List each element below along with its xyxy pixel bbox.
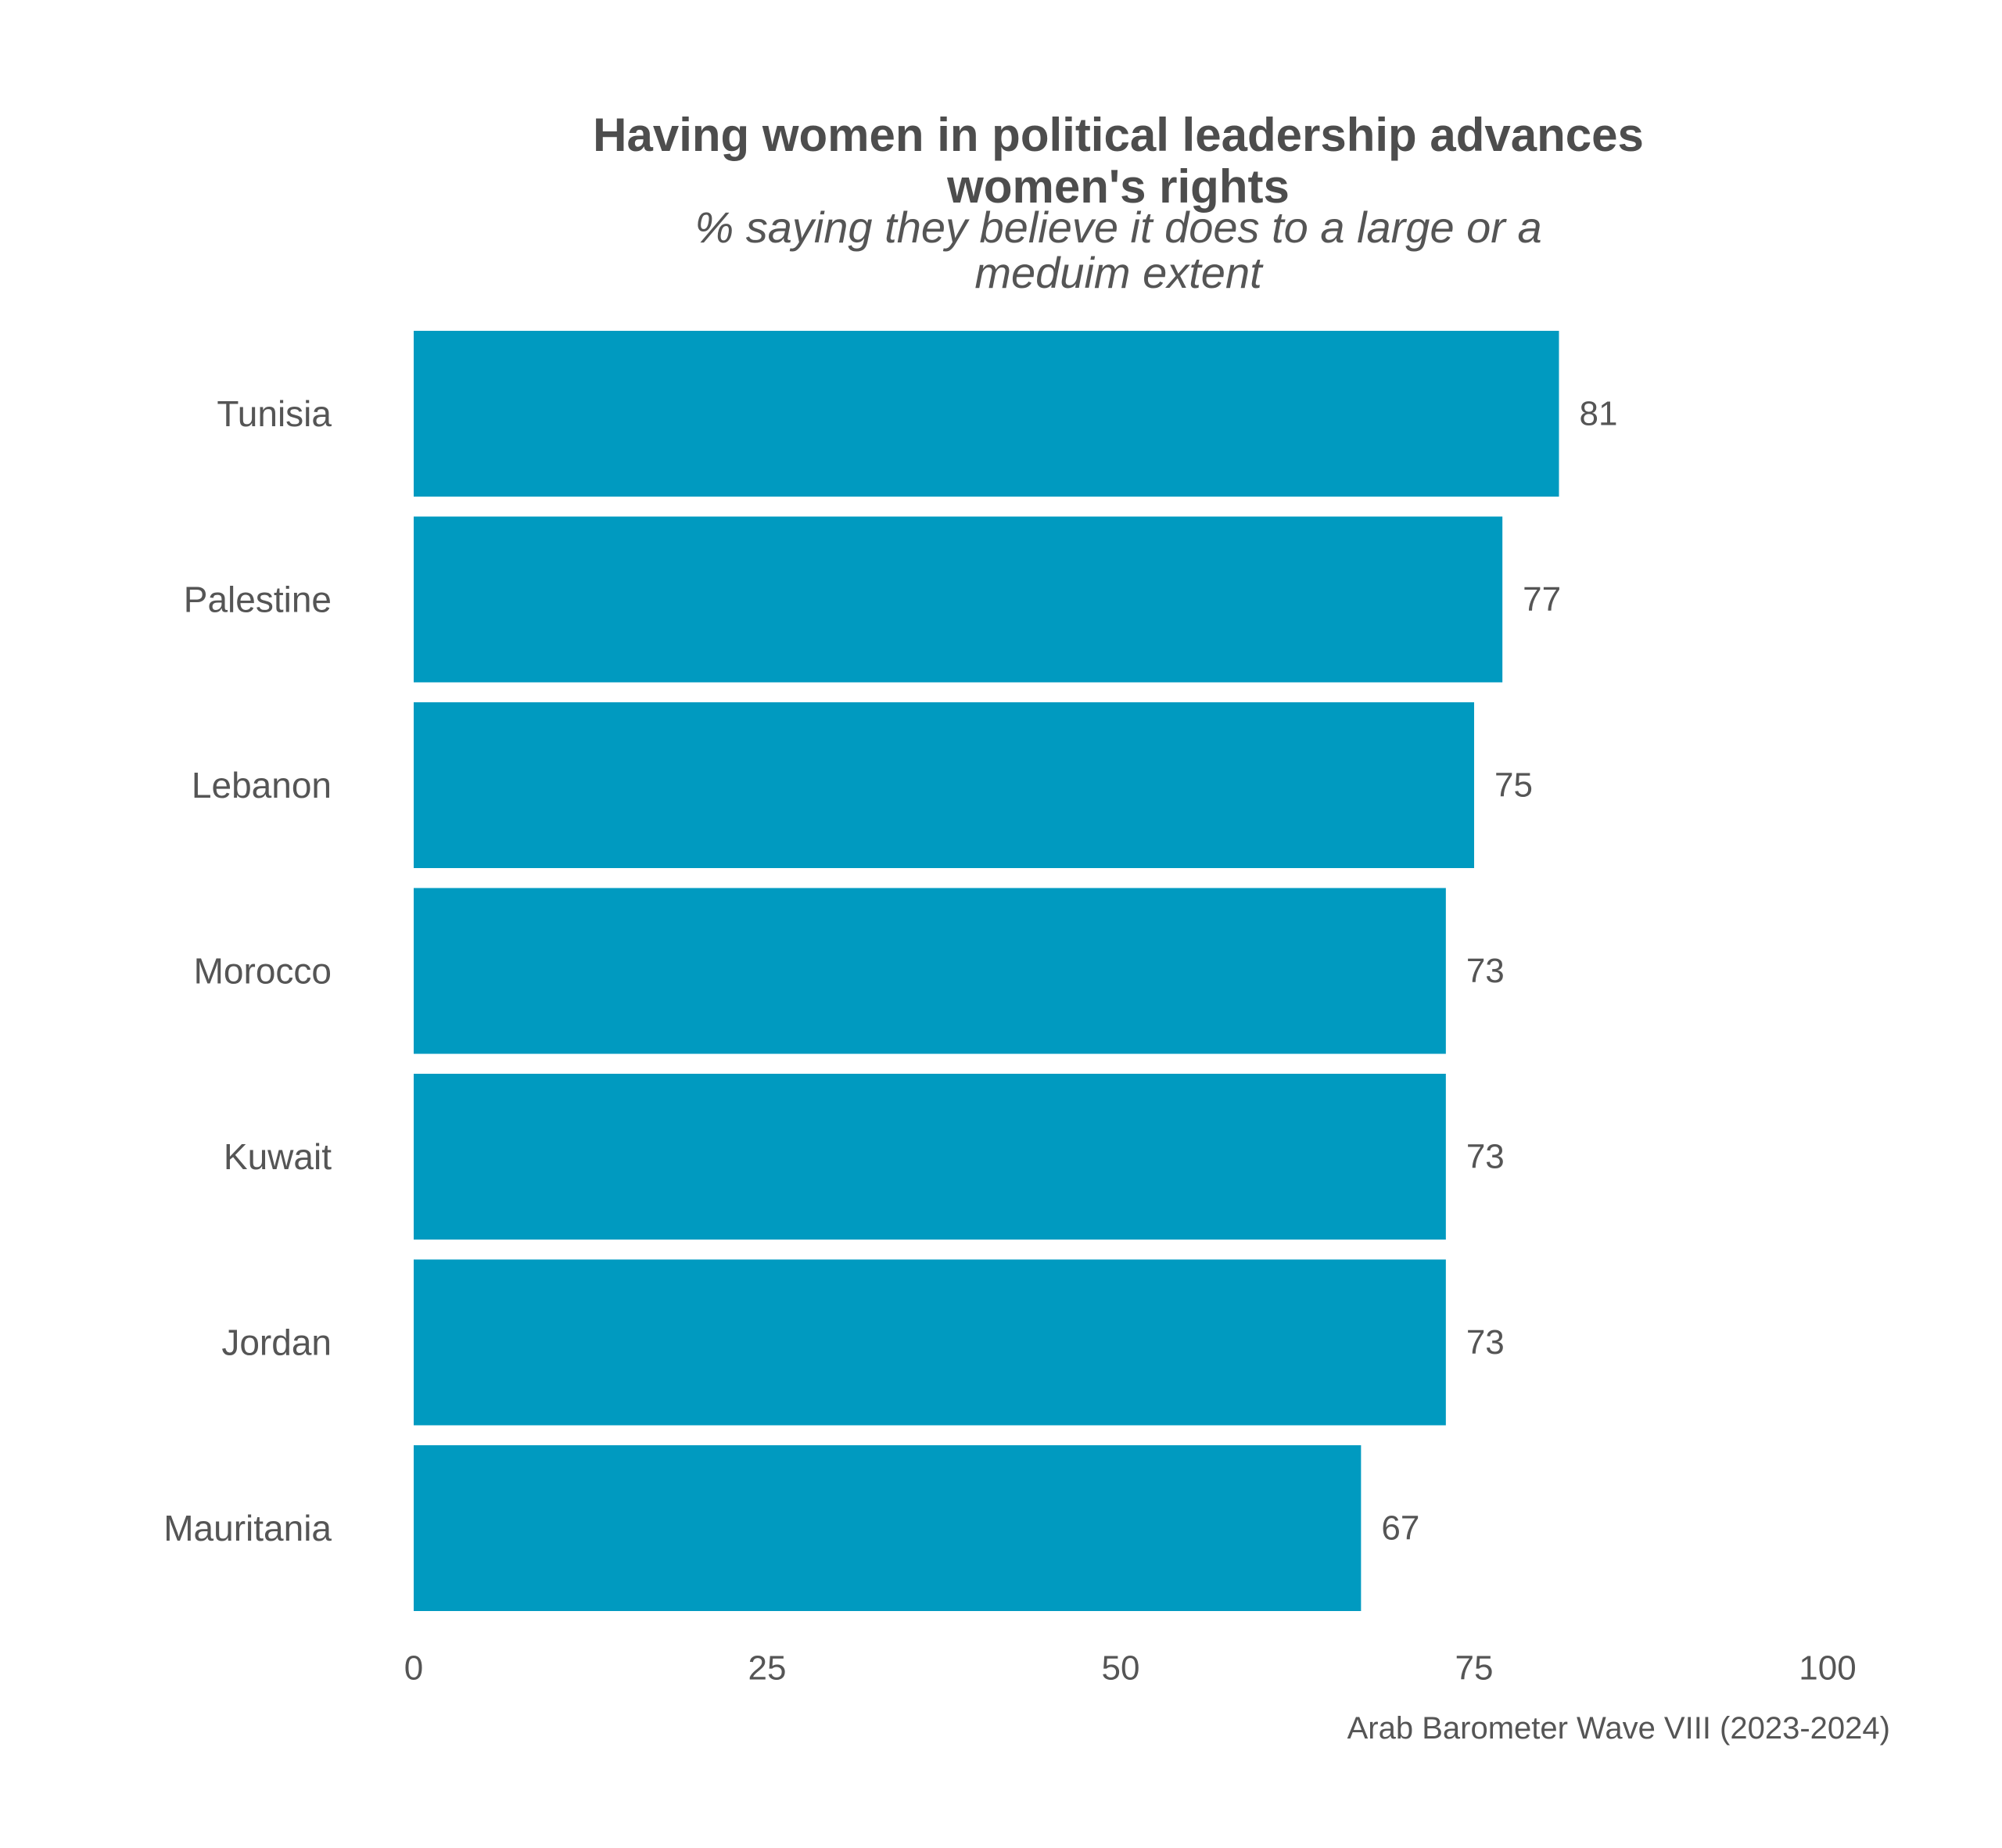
value-label-mauritania: 67 (1381, 1509, 1419, 1548)
chart-title: Having women in political leadership adv… (375, 109, 1861, 213)
bar-lebanon (414, 702, 1474, 868)
category-label-kuwait: Kuwait (224, 1136, 332, 1177)
value-label-jordan: 73 (1466, 1323, 1505, 1362)
category-label-mauritania: Mauritania (163, 1508, 332, 1548)
chart-title-line-1: Having women in political leadership adv… (593, 109, 1644, 161)
x-tick-label-25: 25 (748, 1649, 787, 1688)
value-label-lebanon: 75 (1494, 766, 1533, 805)
category-label-tunisia: Tunisia (217, 393, 332, 434)
source-caption: Arab Barometer Wave VIII (2023-2024) (1347, 1711, 1890, 1746)
labels-layer: Tunisia 81 Palestine 77 Lebanon 75 Morocco 73 Ku… (163, 393, 1617, 1548)
category-label-morocco: Morocco (194, 951, 332, 992)
value-label-tunisia: 81 (1579, 395, 1617, 433)
category-label-jordan: Jordan (221, 1322, 332, 1363)
x-tick-label-100: 100 (1799, 1649, 1856, 1688)
x-tick-label-75: 75 (1455, 1649, 1494, 1688)
bar-kuwait (414, 1074, 1446, 1240)
x-axis: 0 25 50 75 100 (404, 1649, 1857, 1688)
chart-title-line-2: women's rights (947, 160, 1290, 213)
bar-mauritania (414, 1445, 1362, 1611)
bar-tunisia (414, 331, 1559, 497)
bar-palestine (414, 516, 1503, 683)
category-label-palestine: Palestine (184, 580, 332, 620)
x-tick-label-50: 50 (1102, 1649, 1140, 1688)
chart-subtitle-line-1: % saying they believe it does to a large… (694, 203, 1542, 252)
bars-layer (414, 331, 1559, 1611)
category-label-lebanon: Lebanon (192, 765, 332, 806)
value-label-palestine: 77 (1523, 580, 1561, 619)
value-label-morocco: 73 (1466, 952, 1505, 990)
bar-jordan (414, 1259, 1446, 1426)
value-label-kuwait: 73 (1466, 1138, 1505, 1176)
x-tick-label-0: 0 (404, 1649, 423, 1688)
bar-morocco (414, 888, 1446, 1054)
chart-subtitle-line-2: meduim extent (974, 248, 1262, 297)
chart-subtitle: % saying they believe it does to a large… (375, 205, 1861, 296)
